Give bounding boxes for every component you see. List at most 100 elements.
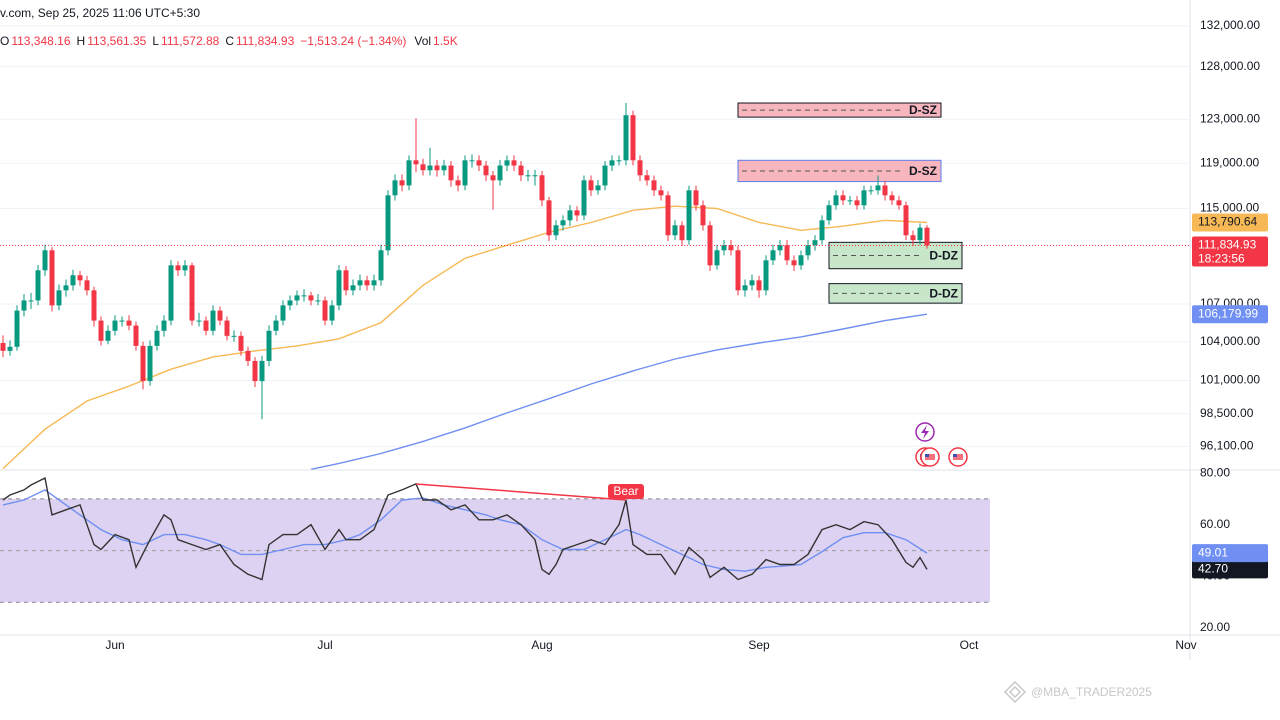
watermark: @MBA_TRADER2025	[1031, 685, 1152, 699]
y-tick-label: 115,000.00	[1200, 201, 1259, 215]
candle-body	[133, 325, 139, 346]
event-flag-canton	[953, 454, 957, 457]
candle-body	[644, 175, 650, 181]
y-tick-label: 60.00	[1200, 517, 1230, 531]
candle-body	[630, 115, 636, 161]
candle-body	[903, 205, 909, 236]
x-tick-label: Jun	[105, 638, 124, 652]
legend-change: −1,513.24 (−1.34%)	[300, 34, 407, 48]
price-tag	[1192, 544, 1268, 563]
candle-body	[189, 265, 195, 321]
candle-body	[721, 245, 727, 251]
candle-body	[469, 160, 475, 162]
candle-body	[7, 346, 13, 351]
y-tick-label: 20.00	[1200, 620, 1230, 634]
candle-body	[329, 305, 335, 321]
watermark-icon	[1003, 680, 1027, 704]
candle-body	[441, 165, 447, 171]
candle-body	[574, 210, 580, 216]
candle-body	[147, 345, 153, 382]
candle-body	[847, 200, 853, 202]
candle-body	[308, 295, 314, 301]
zone-label: D-DZ	[929, 287, 958, 301]
candle-body	[910, 235, 916, 241]
candle-body	[616, 160, 622, 162]
candle-body	[455, 180, 461, 186]
candle-body	[70, 275, 76, 286]
candle-body	[504, 160, 510, 166]
candle-body	[532, 175, 538, 177]
candle-body	[238, 335, 244, 351]
candle-body	[798, 255, 804, 266]
candle-body	[791, 260, 797, 266]
candle-body	[91, 290, 97, 321]
candle-body	[784, 245, 790, 261]
price-tag	[1192, 560, 1268, 579]
candle-body	[742, 285, 748, 291]
legend-value: 111,572.88	[161, 34, 220, 48]
candle-body	[301, 295, 307, 297]
candle-body	[805, 245, 811, 256]
candle-body	[56, 290, 62, 306]
candle-body	[287, 300, 293, 306]
candle-body	[154, 330, 160, 346]
candle-body	[42, 250, 48, 271]
candle-body	[497, 165, 503, 181]
candle-body	[560, 220, 566, 226]
candle-body	[658, 190, 664, 196]
y-tick-label: 119,000.00	[1200, 155, 1259, 169]
legend-value: 113,561.35	[87, 34, 147, 48]
candle-body	[210, 310, 216, 331]
candle-body	[196, 320, 202, 322]
candle-body	[315, 300, 321, 302]
candle-body	[161, 320, 167, 331]
legend-value: 111,834.93	[236, 34, 295, 48]
event-flag-stripes	[925, 454, 935, 460]
y-tick-label: 101,000.00	[1200, 373, 1260, 387]
candle-body	[686, 190, 692, 241]
candle-body	[350, 285, 356, 291]
price-tag-label: 113,790.64	[1198, 215, 1257, 229]
candle-body	[623, 115, 629, 161]
y-tick-label: 132,000.00	[1200, 18, 1260, 32]
candle-body	[343, 270, 349, 291]
candle-body	[602, 165, 608, 186]
candle-body	[49, 250, 55, 306]
price-tag-label: 49.01	[1198, 545, 1228, 559]
candle-body	[322, 300, 328, 321]
y-tick-label: 128,000.00	[1200, 59, 1260, 73]
zone	[737, 102, 942, 118]
candle-body	[826, 205, 832, 221]
candle-body	[252, 360, 258, 382]
candle-body	[525, 175, 531, 177]
candle-body	[273, 320, 279, 331]
countdown-label: 18:23:56	[1198, 252, 1245, 266]
zone-label: D-DZ	[929, 249, 958, 263]
legend-key: O	[0, 34, 10, 48]
y-tick-label: 80.00	[1200, 465, 1230, 479]
candle-body	[14, 310, 20, 347]
legend-value: 113,348.16	[11, 34, 71, 48]
candle-body	[840, 195, 846, 201]
candle-body	[182, 265, 188, 271]
candle-body	[476, 160, 482, 166]
candle-body	[371, 280, 377, 286]
moving-average	[2, 205, 928, 470]
candle-body	[679, 225, 685, 241]
candle-body	[483, 165, 489, 176]
divergence-label: Bear	[613, 484, 638, 498]
event-flag-canton	[925, 454, 929, 457]
legend-key: H	[76, 34, 86, 48]
candle-body	[448, 165, 454, 181]
x-tick-label: Sep	[748, 638, 770, 652]
candle-body	[819, 220, 825, 241]
candle-body	[0, 342, 6, 351]
candle-body	[420, 164, 426, 171]
candle-body	[889, 195, 895, 201]
candle-body	[434, 165, 440, 171]
chart-title: v.com, Sep 25, 2025 11:06 UTC+5:30	[0, 6, 201, 20]
event-flag-stripes	[953, 454, 963, 460]
candle-body	[518, 165, 524, 176]
